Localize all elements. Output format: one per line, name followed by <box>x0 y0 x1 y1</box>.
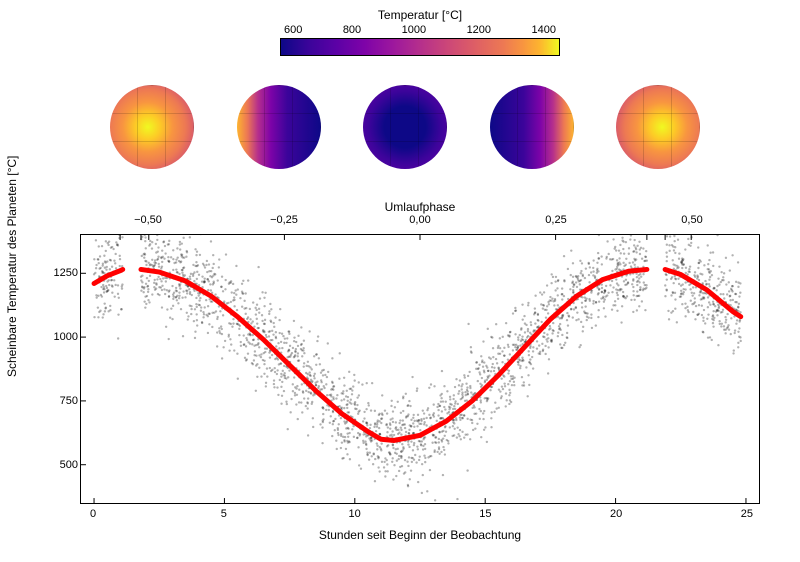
phase-tick: 0,00 <box>409 214 430 226</box>
colorbar-ticks: 600 800 1000 1200 1400 <box>280 24 560 36</box>
x-tick: 0 <box>90 508 96 520</box>
x-axis-label: Stunden seit Beginn der Beobachtung <box>80 528 760 542</box>
sphere <box>110 85 194 169</box>
y-tick: 1000 <box>54 331 78 343</box>
phase-ticks: −0,50 −0,25 0,00 0,25 0,50 <box>80 214 760 232</box>
sphere <box>237 85 321 169</box>
y-tick: 750 <box>60 395 78 407</box>
plot-area <box>80 234 760 504</box>
phase-tick: 0,50 <box>681 214 702 226</box>
colorbar-gradient <box>280 38 560 56</box>
phase-tick: −0,50 <box>134 214 162 226</box>
colorbar-tick: 1000 <box>402 24 426 36</box>
colorbar: Temperatur [°C] 600 800 1000 1200 1400 <box>280 8 560 56</box>
sphere <box>490 85 574 169</box>
sphere <box>363 85 447 169</box>
phase-axis-title: Umlaufphase <box>80 200 760 214</box>
phase-tick: −0,25 <box>270 214 298 226</box>
colorbar-tick: 600 <box>284 24 302 36</box>
colorbar-tick: 1400 <box>532 24 556 36</box>
chart-svg <box>81 235 759 503</box>
x-tick: 15 <box>479 508 491 520</box>
phase-axis: Umlaufphase −0,50 −0,25 0,00 0,25 0,50 <box>80 200 760 232</box>
sphere <box>616 85 700 169</box>
colorbar-tick: 800 <box>343 24 361 36</box>
x-tick: 20 <box>610 508 622 520</box>
y-tick: 500 <box>60 459 78 471</box>
colorbar-tick: 1200 <box>467 24 491 36</box>
colorbar-title: Temperatur [°C] <box>280 8 560 22</box>
x-tick: 10 <box>348 508 360 520</box>
x-tick: 25 <box>741 508 753 520</box>
y-axis-label: Scheinbare Temperatur des Planeten [°C] <box>5 156 19 377</box>
y-tick: 1250 <box>54 267 78 279</box>
sphere-row <box>110 85 700 169</box>
phase-tick: 0,25 <box>545 214 566 226</box>
y-axis: 500 750 1000 1250 <box>40 234 78 504</box>
x-tick: 5 <box>221 508 227 520</box>
